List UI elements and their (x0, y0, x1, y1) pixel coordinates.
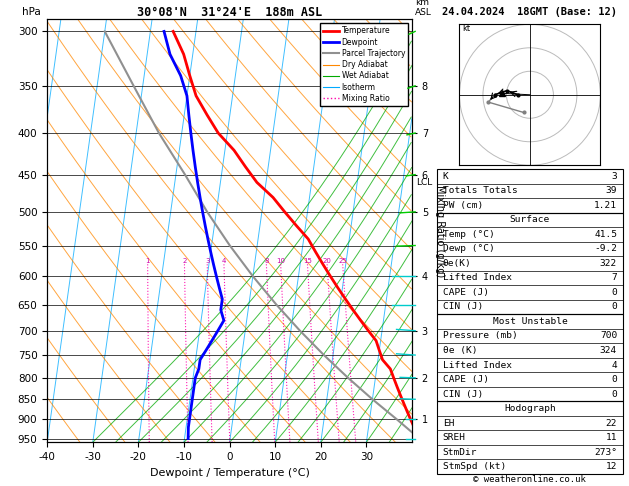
Text: 11: 11 (606, 433, 617, 442)
Text: 25: 25 (338, 258, 347, 264)
Text: 3: 3 (205, 258, 209, 264)
Text: 1.21: 1.21 (594, 201, 617, 210)
Text: EH: EH (443, 418, 454, 428)
Text: Dewp (°C): Dewp (°C) (443, 244, 494, 253)
Bar (437, 401, 623, 474)
Text: CIN (J): CIN (J) (443, 390, 483, 399)
Text: CAPE (J): CAPE (J) (443, 375, 489, 384)
Text: 20: 20 (323, 258, 331, 264)
Text: 12: 12 (606, 462, 617, 471)
Text: km
ASL: km ASL (415, 0, 432, 17)
Text: 324: 324 (600, 346, 617, 355)
Text: 3: 3 (611, 172, 617, 181)
Text: 0: 0 (611, 288, 617, 297)
Text: 41.5: 41.5 (594, 230, 617, 239)
Text: K: K (443, 172, 448, 181)
Text: 322: 322 (600, 259, 617, 268)
Text: CAPE (J): CAPE (J) (443, 288, 489, 297)
Text: θe(K): θe(K) (443, 259, 472, 268)
Text: PW (cm): PW (cm) (443, 201, 483, 210)
Text: StmSpd (kt): StmSpd (kt) (443, 462, 506, 471)
Text: SREH: SREH (443, 433, 465, 442)
Text: 39: 39 (606, 187, 617, 195)
Text: 273°: 273° (594, 448, 617, 456)
Text: 0: 0 (611, 302, 617, 312)
Text: Pressure (mb): Pressure (mb) (443, 331, 518, 341)
Text: Hodograph: Hodograph (504, 404, 556, 413)
Bar (437, 169, 623, 213)
Text: 1: 1 (145, 258, 150, 264)
Text: StmDir: StmDir (443, 448, 477, 456)
Text: 7: 7 (611, 274, 617, 282)
Text: 8: 8 (264, 258, 269, 264)
Text: Lifted Index: Lifted Index (443, 361, 512, 369)
Text: 15: 15 (303, 258, 312, 264)
Y-axis label: Mixing Ratio (g/kg): Mixing Ratio (g/kg) (435, 185, 445, 277)
Text: 24.04.2024  18GMT (Base: 12): 24.04.2024 18GMT (Base: 12) (442, 7, 618, 17)
Text: CIN (J): CIN (J) (443, 302, 483, 312)
Text: 4: 4 (611, 361, 617, 369)
Text: Temp (°C): Temp (°C) (443, 230, 494, 239)
Text: θe (K): θe (K) (443, 346, 477, 355)
Text: 0: 0 (611, 390, 617, 399)
Text: 700: 700 (600, 331, 617, 341)
Legend: Temperature, Dewpoint, Parcel Trajectory, Dry Adiabat, Wet Adiabat, Isotherm, Mi: Temperature, Dewpoint, Parcel Trajectory… (320, 23, 408, 106)
Text: LCL: LCL (416, 178, 432, 187)
Text: 22: 22 (606, 418, 617, 428)
Bar (437, 314, 623, 401)
Bar (437, 213, 623, 314)
X-axis label: Dewpoint / Temperature (°C): Dewpoint / Temperature (°C) (150, 468, 309, 478)
Text: kt: kt (462, 24, 470, 34)
Text: Most Unstable: Most Unstable (493, 317, 567, 326)
Text: Totals Totals: Totals Totals (443, 187, 518, 195)
Text: -9.2: -9.2 (594, 244, 617, 253)
Text: Surface: Surface (510, 215, 550, 225)
Text: 0: 0 (611, 375, 617, 384)
Text: 4: 4 (222, 258, 226, 264)
Text: Lifted Index: Lifted Index (443, 274, 512, 282)
Text: 2: 2 (182, 258, 187, 264)
Text: 10: 10 (276, 258, 285, 264)
Text: © weatheronline.co.uk: © weatheronline.co.uk (474, 474, 586, 484)
Text: hPa: hPa (22, 7, 41, 17)
Title: 30°08'N  31°24'E  188m ASL: 30°08'N 31°24'E 188m ASL (137, 6, 322, 19)
